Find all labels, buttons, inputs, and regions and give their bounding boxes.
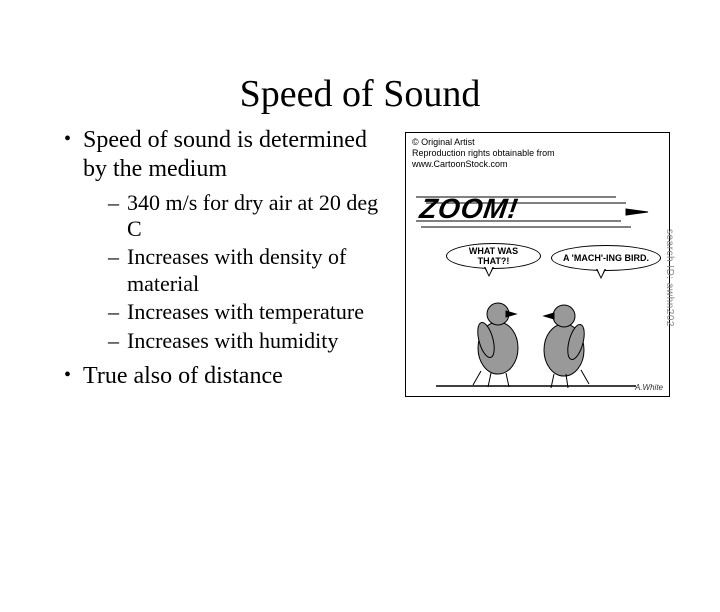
slide: Speed of Sound • Speed of sound is deter… <box>0 72 720 612</box>
cartoon-column: © Original Artist Reproduction rights ob… <box>405 126 680 397</box>
speech-text: WHAT WAS THAT?! <box>453 246 534 266</box>
sub-bullet-text: Increases with density of material <box>127 244 393 297</box>
content-row: • Speed of sound is determined by the me… <box>0 126 720 397</box>
sub-bullet-text: 340 m/s for dry air at 20 deg C <box>127 190 393 243</box>
birds-icon <box>436 278 636 388</box>
text-column: • Speed of sound is determined by the me… <box>64 126 405 397</box>
bullet-level2: – 340 m/s for dry air at 20 deg C <box>108 190 393 243</box>
copyright-line: © Original Artist <box>412 137 555 148</box>
bubble-tail-icon <box>484 267 494 277</box>
bullet-level2: – Increases with temperature <box>108 299 393 325</box>
zoom-text: ZOOM! <box>418 193 521 225</box>
slide-title: Speed of Sound <box>0 72 720 116</box>
sub-bullet-text: Increases with temperature <box>127 299 393 325</box>
bullet-text: Speed of sound is determined by the medi… <box>83 126 393 184</box>
sub-bullet-text: Increases with humidity <box>127 328 393 354</box>
speech-bubble-1: WHAT WAS THAT?! <box>446 243 541 269</box>
speech-text: A 'MACH'-ING BIRD. <box>563 253 649 263</box>
dash-icon: – <box>108 299 119 325</box>
bullet-level1: • Speed of sound is determined by the me… <box>64 126 393 184</box>
bullet-level2: – Increases with humidity <box>108 328 393 354</box>
cartoon-frame: © Original Artist Reproduction rights ob… <box>405 132 670 397</box>
dash-icon: – <box>108 244 119 297</box>
copyright-line: www.CartoonStock.com <box>412 159 555 170</box>
bullet-dot-icon: • <box>64 126 71 184</box>
bullet-level2: – Increases with density of material <box>108 244 393 297</box>
artist-signature: A.White <box>635 383 663 392</box>
bullet-text: True also of distance <box>83 362 393 391</box>
bullet-level1: • True also of distance <box>64 362 393 391</box>
bullet-dot-icon: • <box>64 362 71 391</box>
cartoon-copyright: © Original Artist Reproduction rights ob… <box>412 137 555 169</box>
speech-bubble-2: A 'MACH'-ING BIRD. <box>551 245 661 271</box>
watermark-text: search ID: awhn202 <box>664 229 675 327</box>
sub-bullet-list: – 340 m/s for dry air at 20 deg C – Incr… <box>64 190 393 354</box>
copyright-line: Reproduction rights obtainable from <box>412 148 555 159</box>
dash-icon: – <box>108 190 119 243</box>
dash-icon: – <box>108 328 119 354</box>
